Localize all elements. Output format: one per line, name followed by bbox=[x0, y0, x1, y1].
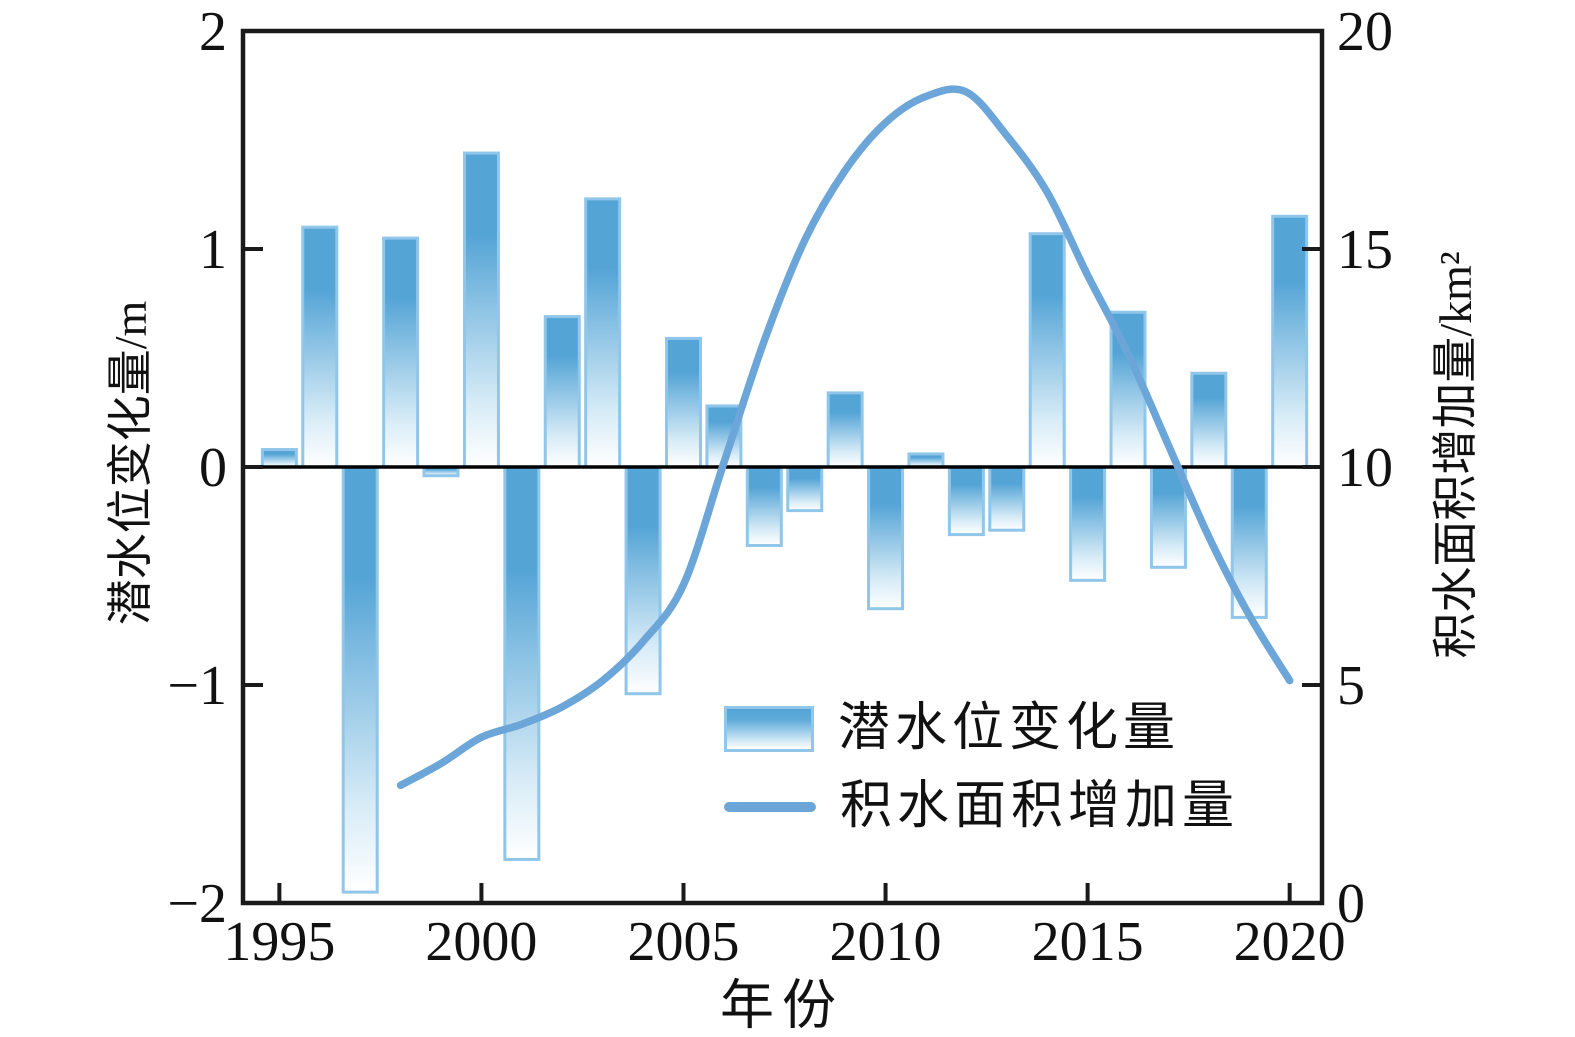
bar-1996 bbox=[301, 225, 339, 469]
bar-1995 bbox=[260, 448, 298, 469]
y-right-tick-label-0: 0 bbox=[1337, 873, 1365, 935]
legend: 潜水位变化量 积水面积增加量 bbox=[724, 698, 1239, 838]
legend-line-label: 积水面积增加量 bbox=[840, 778, 1240, 835]
x-tick-label-2000: 2000 bbox=[425, 911, 537, 973]
x-tick-label-2005: 2005 bbox=[627, 911, 739, 973]
bar-2015 bbox=[1069, 465, 1107, 582]
x-tick-label-2010: 2010 bbox=[830, 911, 942, 973]
y-left-tick-label-1: 1 bbox=[199, 219, 227, 281]
bar-2018 bbox=[1190, 371, 1228, 469]
x-tick-label-2020: 2020 bbox=[1234, 911, 1346, 973]
area-increase-line bbox=[396, 85, 1294, 790]
y-left-tick-label--2: −2 bbox=[167, 873, 227, 935]
bar-1998 bbox=[382, 236, 420, 469]
bar-2003 bbox=[584, 197, 622, 469]
y-left-tick-label--1: −1 bbox=[167, 655, 227, 717]
y-right-tick-label-10: 10 bbox=[1337, 437, 1393, 499]
bar-2001 bbox=[503, 465, 541, 861]
bar-1997 bbox=[341, 465, 379, 894]
legend-bar-swatch bbox=[724, 706, 814, 752]
legend-line-swatch bbox=[724, 802, 816, 812]
y-right-tick-label-15: 15 bbox=[1337, 219, 1393, 281]
y-right-tick-label-5: 5 bbox=[1337, 655, 1365, 717]
x-axis-title: 年份 bbox=[720, 975, 844, 1036]
bar-2009 bbox=[826, 391, 864, 469]
y-right-tick-label-20: 20 bbox=[1337, 1, 1393, 63]
bar-2017 bbox=[1149, 465, 1187, 569]
left-axis-title: 潜水位变化量/m bbox=[105, 300, 156, 626]
bar-2011 bbox=[907, 452, 945, 469]
bar-2002 bbox=[543, 315, 581, 469]
legend-item-bar: 潜水位变化量 bbox=[724, 698, 1239, 760]
x-tick-label-2015: 2015 bbox=[1032, 911, 1144, 973]
bar-2012 bbox=[947, 465, 985, 537]
y-left-tick-label-2: 2 bbox=[199, 1, 227, 63]
bar-2010 bbox=[867, 465, 905, 611]
legend-bar-label: 潜水位变化量 bbox=[838, 700, 1181, 757]
bar-2005 bbox=[664, 336, 702, 469]
bar-2013 bbox=[988, 465, 1026, 532]
y-left-tick-label-0: 0 bbox=[199, 437, 227, 499]
x-tick-label-1995: 1995 bbox=[223, 911, 335, 973]
bar-2007 bbox=[745, 465, 783, 547]
bar-2020 bbox=[1271, 214, 1309, 469]
right-axis-title: 积水面积增加量/km² bbox=[1430, 251, 1481, 659]
legend-item-line: 积水面积增加量 bbox=[724, 776, 1239, 838]
bar-2014 bbox=[1028, 232, 1066, 469]
bar-2008 bbox=[786, 465, 824, 513]
bar-2000 bbox=[462, 151, 500, 469]
